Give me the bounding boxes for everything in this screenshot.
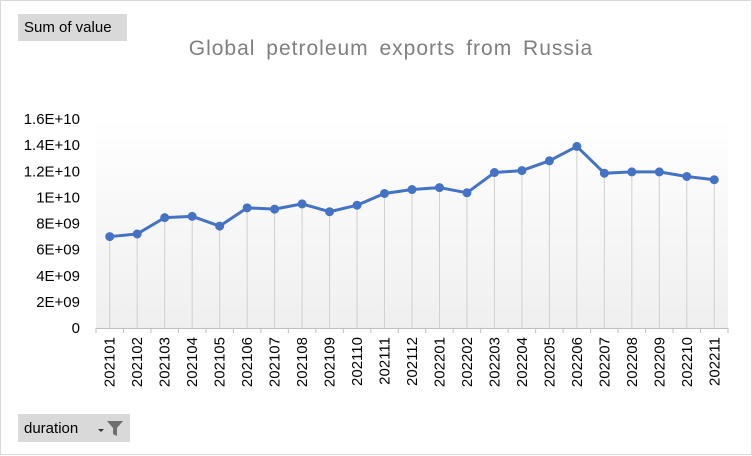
duration-field-button[interactable]: duration: [18, 414, 130, 442]
data-point: [489, 168, 499, 178]
value-field-label: Sum of value: [24, 19, 112, 36]
data-point: [517, 166, 527, 176]
y-tick-label: 1.2E+10: [24, 163, 80, 180]
x-tick-label: 202207: [596, 337, 613, 387]
y-tick-label: 4E+09: [36, 268, 80, 285]
dropdown-arrow-icon: [98, 429, 104, 432]
x-tick-label: 202201: [431, 337, 448, 387]
y-tick-label: 0: [72, 320, 80, 337]
data-point: [407, 185, 417, 195]
x-tick-label: 202111: [377, 337, 394, 385]
data-point: [627, 167, 637, 177]
duration-field-label: duration: [24, 419, 79, 437]
y-tick-label: 6E+09: [36, 242, 80, 259]
y-tick-label: 2E+09: [36, 294, 80, 311]
data-point: [297, 199, 307, 209]
x-tick-label: 202109: [322, 337, 339, 387]
x-tick-label: 202202: [459, 337, 476, 387]
data-point: [242, 203, 252, 213]
data-point: [654, 167, 664, 177]
data-point: [599, 168, 609, 178]
x-tick-label: 202108: [294, 337, 311, 387]
data-point: [352, 200, 362, 210]
x-tick-label: 202103: [157, 337, 174, 387]
x-tick-label: 202205: [541, 337, 558, 387]
x-tick-label: 202204: [514, 337, 531, 387]
data-point: [380, 188, 390, 198]
x-tick-label: 202104: [184, 337, 201, 387]
x-tick-label: 202107: [267, 337, 284, 387]
x-tick-label: 202209: [651, 337, 668, 387]
data-point: [187, 211, 197, 221]
data-point: [434, 183, 444, 193]
data-point: [572, 141, 582, 151]
filter-icon: [107, 421, 123, 436]
data-point: [544, 156, 554, 166]
data-point: [215, 221, 225, 231]
data-point: [270, 204, 280, 214]
x-tick-label: 202203: [486, 337, 503, 387]
data-point: [105, 232, 115, 242]
x-tick-label: 202211: [706, 337, 723, 386]
y-tick-label: 1.6E+10: [24, 111, 80, 128]
x-tick-label: 202210: [679, 337, 696, 387]
data-point: [462, 188, 472, 198]
data-point: [709, 175, 719, 185]
filter-dropdown[interactable]: [98, 419, 124, 437]
data-point: [132, 229, 142, 239]
x-tick-label: 202110: [349, 337, 366, 386]
x-tick-label: 202206: [569, 337, 586, 387]
y-tick-label: 8E+09: [36, 216, 80, 233]
chart-title: Global petroleum exports from Russia: [188, 37, 594, 60]
x-tick-label: 202112: [404, 337, 421, 386]
data-point: [160, 213, 170, 223]
x-tick-label: 202106: [239, 337, 256, 387]
value-field-button[interactable]: Sum of value: [18, 14, 127, 41]
y-tick-label: 1E+10: [36, 189, 80, 206]
data-point: [682, 171, 692, 181]
x-tick-label: 202101: [102, 337, 119, 387]
data-point: [325, 207, 335, 217]
x-tick-label: 202208: [624, 337, 641, 387]
x-tick-label: 202105: [212, 337, 229, 387]
x-tick-label: 202102: [129, 337, 146, 387]
y-tick-label: 1.4E+10: [24, 137, 80, 154]
